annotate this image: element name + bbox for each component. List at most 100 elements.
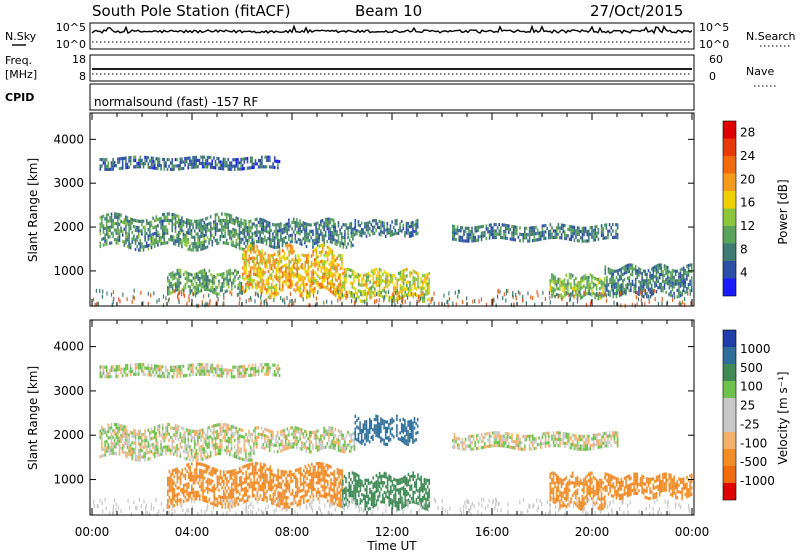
range-cell <box>145 241 148 245</box>
range-cell <box>206 165 209 169</box>
range-cell <box>235 232 238 236</box>
range-cell <box>678 294 680 298</box>
range-cell <box>117 432 119 437</box>
range-cell <box>296 268 298 272</box>
range-cell <box>243 241 246 245</box>
range-cell <box>217 157 220 161</box>
range-cell <box>144 455 146 459</box>
range-cell <box>503 236 505 240</box>
range-cell <box>375 424 377 428</box>
range-cell <box>676 279 679 283</box>
range-cell <box>121 447 124 451</box>
range-cell <box>314 286 316 290</box>
range-cell <box>277 250 279 254</box>
range-cell <box>304 237 306 242</box>
range-cell <box>125 237 127 242</box>
range-cell <box>600 285 603 290</box>
range-cell <box>628 269 631 273</box>
range-cell <box>200 438 202 442</box>
range-cell <box>404 438 406 442</box>
range-cell <box>344 443 346 447</box>
range-cell <box>272 430 274 434</box>
range-cell <box>276 430 279 435</box>
range-cell <box>548 290 551 295</box>
range-cell <box>150 242 153 247</box>
range-cell <box>227 439 230 443</box>
range-cell <box>133 237 135 241</box>
range-cell <box>504 233 507 237</box>
range-cell <box>264 264 266 268</box>
range-cell <box>166 212 169 216</box>
range-cell <box>299 287 302 291</box>
range-cell <box>650 267 653 271</box>
range-cell <box>505 298 507 303</box>
range-cell <box>181 229 183 233</box>
range-cell <box>650 277 653 281</box>
range-cell <box>233 244 236 248</box>
range-cell <box>339 292 342 296</box>
range-cell <box>599 296 601 300</box>
range-cell <box>160 226 162 230</box>
range-cell <box>126 452 129 456</box>
range-cell <box>144 451 146 455</box>
range-cell <box>270 241 273 245</box>
range-cell <box>606 275 608 279</box>
range-cell <box>209 454 212 458</box>
range-cell <box>149 444 151 448</box>
range-cell <box>686 287 688 291</box>
range-cell <box>152 430 154 434</box>
range-cell <box>129 227 132 231</box>
range-cell <box>254 250 257 254</box>
range-cell <box>253 266 255 270</box>
range-cell <box>568 275 571 280</box>
range-cell <box>392 232 395 236</box>
range-cell <box>607 229 609 233</box>
range-cell <box>365 225 368 229</box>
range-cell <box>551 289 553 293</box>
range-cell <box>562 282 564 286</box>
range-cell <box>602 227 604 231</box>
range-cell <box>101 158 103 162</box>
range-cell <box>334 226 337 230</box>
range-cell <box>389 233 392 238</box>
range-cell <box>290 282 292 286</box>
range-cell <box>133 451 135 455</box>
range-cell <box>232 218 234 222</box>
range-cell <box>101 454 103 458</box>
range-cell <box>484 230 486 235</box>
range-cell <box>299 274 302 278</box>
range-cell <box>463 229 465 233</box>
range-cell <box>288 234 290 238</box>
range-cell <box>117 216 119 220</box>
range-cell <box>318 251 321 255</box>
range-cell <box>316 243 319 247</box>
range-cell <box>689 263 691 267</box>
range-cell <box>270 276 273 280</box>
range-cell <box>573 288 576 292</box>
range-cell <box>171 219 174 223</box>
range-cell <box>328 233 330 237</box>
range-cell <box>318 276 321 280</box>
range-cell <box>617 290 619 295</box>
range-cell <box>134 442 137 446</box>
range-cell <box>242 253 244 257</box>
range-cell <box>653 288 656 293</box>
range-cell <box>209 237 212 241</box>
range-cell <box>112 161 114 165</box>
range-cell <box>215 301 217 306</box>
range-cell <box>377 277 379 281</box>
range-cell <box>223 284 225 288</box>
range-cell <box>302 282 305 286</box>
range-cell <box>102 230 105 234</box>
range-cell <box>165 164 167 168</box>
range-cell <box>254 224 257 228</box>
range-cell <box>179 268 182 272</box>
range-cell <box>497 289 499 294</box>
range-cell <box>263 299 265 304</box>
range-cell <box>150 449 153 454</box>
range-cell <box>359 230 361 234</box>
range-cell <box>600 295 603 299</box>
range-cell <box>628 282 631 286</box>
range-cell <box>452 231 454 235</box>
range-cell <box>289 234 292 238</box>
